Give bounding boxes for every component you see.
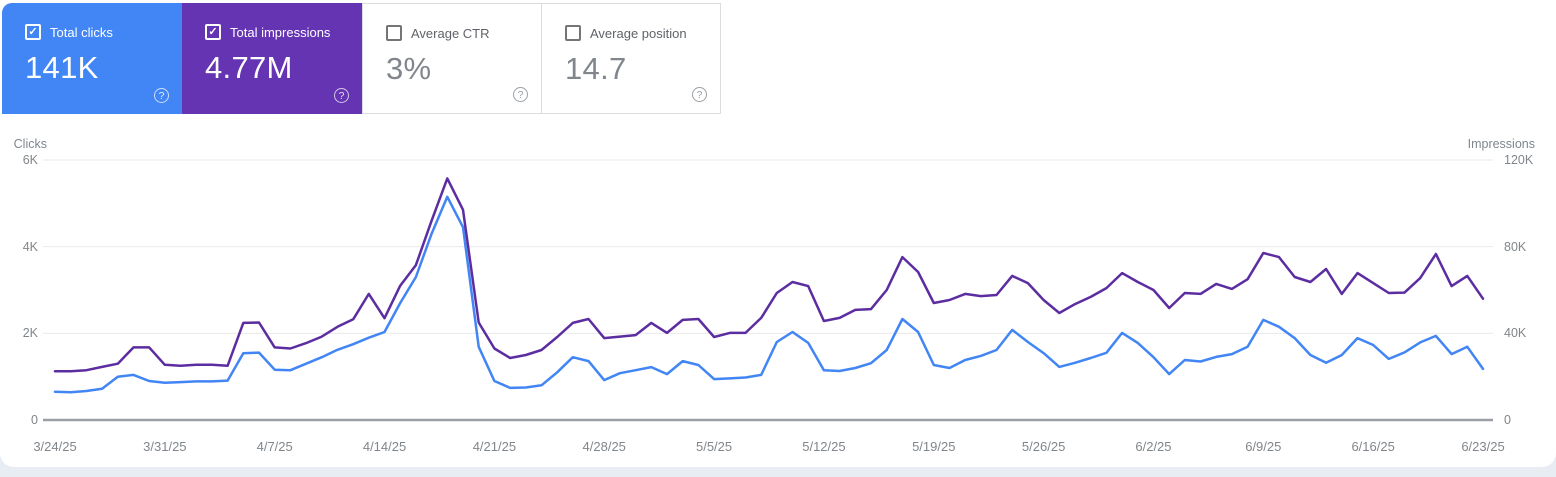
- x-axis-tick-label: 4/7/25: [256, 439, 293, 454]
- x-axis-tick-label: 4/28/25: [582, 439, 626, 454]
- performance-panel: ✓ Total clicks 141K ? ✓ Total impression…: [0, 0, 1556, 467]
- metric-card-average-ctr[interactable]: Average CTR 3% ?: [362, 3, 542, 114]
- right-axis-tick-label: 120K: [1504, 153, 1534, 167]
- metric-card-total-impressions[interactable]: ✓ Total impressions 4.77M ?: [182, 3, 362, 114]
- checkbox-total-clicks[interactable]: ✓: [25, 24, 41, 40]
- left-axis-tick-label: 2K: [22, 326, 38, 341]
- metric-value-total-impressions: 4.77M: [205, 50, 293, 85]
- metric-card-header: Average CTR: [386, 25, 541, 41]
- x-axis-tick-label: 5/12/25: [802, 439, 846, 454]
- right-axis-title: Impressions: [1467, 137, 1535, 151]
- x-axis-tick-label: 4/14/25: [362, 439, 407, 454]
- x-axis-tick-label: 5/19/25: [912, 439, 956, 454]
- total-clicks-line: [53, 195, 1485, 394]
- metric-card-total-clicks[interactable]: ✓ Total clicks 141K ?: [2, 3, 182, 114]
- x-axis-tick-label: 4/21/25: [472, 439, 517, 454]
- checkmark-icon: ✓: [208, 25, 218, 38]
- x-axis-tick-label: 3/24/25: [33, 439, 77, 454]
- checkbox-average-position[interactable]: [565, 25, 581, 41]
- total-impressions-line: [53, 177, 1485, 373]
- metric-value-average-ctr: 3%: [386, 51, 432, 86]
- x-axis-tick-label: 6/9/25: [1245, 439, 1282, 454]
- checkmark-icon: ✓: [28, 25, 38, 38]
- metric-label-average-position: Average position: [590, 25, 687, 41]
- metric-value-average-position: 14.7: [565, 51, 627, 86]
- metric-card-average-position[interactable]: Average position 14.7 ?: [541, 3, 721, 114]
- metric-cards: ✓ Total clicks 141K ? ✓ Total impression…: [2, 3, 721, 114]
- help-icon[interactable]: ?: [154, 88, 169, 103]
- help-icon[interactable]: ?: [513, 87, 528, 102]
- left-axis-title: Clicks: [13, 137, 47, 151]
- metric-card-header: ✓ Total clicks: [25, 24, 182, 40]
- left-axis-tick-label: 6K: [22, 153, 38, 167]
- help-icon[interactable]: ?: [334, 88, 349, 103]
- metric-value-total-clicks: 141K: [25, 50, 99, 85]
- metric-label-total-clicks: Total clicks: [50, 24, 113, 40]
- x-axis-tick-label: 6/16/25: [1351, 439, 1395, 454]
- right-axis-tick-label: 80K: [1504, 239, 1527, 254]
- right-axis-tick-label: 40K: [1504, 326, 1527, 341]
- right-axis-tick-label: 0: [1504, 413, 1511, 427]
- x-axis-tick-label: 6/2/25: [1135, 439, 1172, 454]
- metric-card-header: Average position: [565, 25, 720, 41]
- x-axis-tick-label: 5/5/25: [695, 439, 733, 454]
- checkbox-average-ctr[interactable]: [386, 25, 402, 41]
- metric-card-header: ✓ Total impressions: [205, 24, 362, 40]
- left-axis-tick-label: 4K: [22, 239, 38, 254]
- metric-label-average-ctr: Average CTR: [411, 25, 490, 41]
- help-icon[interactable]: ?: [692, 87, 707, 102]
- checkbox-total-impressions[interactable]: ✓: [205, 24, 221, 40]
- x-axis-tick-label: 5/26/25: [1021, 439, 1066, 454]
- x-axis-tick-label: 6/23/25: [1461, 439, 1505, 454]
- left-axis-tick-label: 0: [31, 413, 38, 427]
- x-axis-tick-label: 3/31/25: [143, 439, 187, 454]
- metric-label-total-impressions: Total impressions: [230, 24, 331, 40]
